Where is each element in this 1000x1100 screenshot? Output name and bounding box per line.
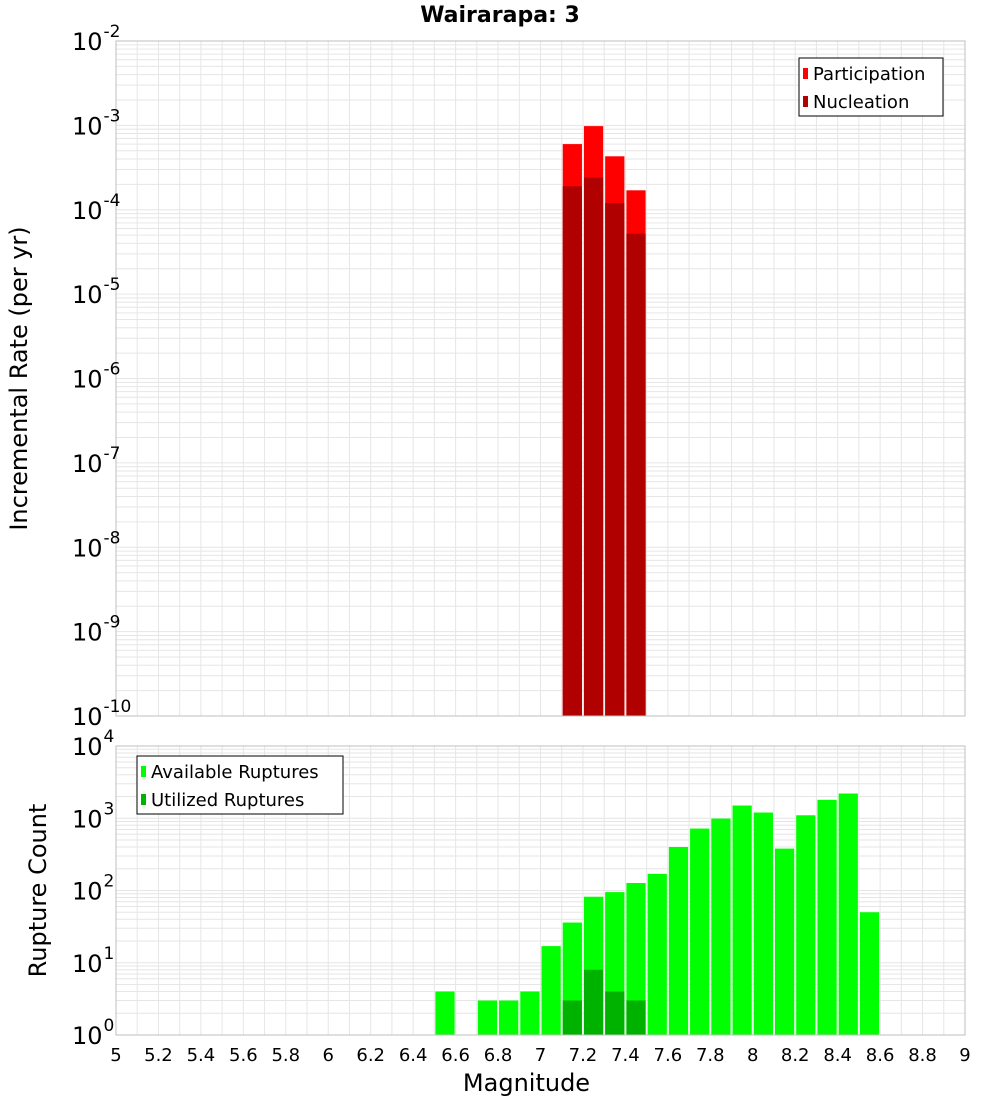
rate-panel-ytick-label: 10-10	[72, 697, 131, 731]
count-panel-ytick-label: 104	[72, 727, 114, 761]
chart-title: Wairarapa: 3	[420, 3, 580, 28]
x-tick-label: 8.2	[781, 1045, 810, 1066]
x-tick-label: 8.8	[908, 1045, 937, 1066]
rate-panel-legend-swatch	[803, 68, 808, 79]
count-panel-ytick-label: 103	[72, 799, 114, 833]
count-panel-legend-label: Available Ruptures	[151, 762, 319, 783]
rate-panel-ytick-label: 10-8	[72, 528, 121, 562]
count-panel-bar	[583, 969, 604, 1035]
count-panel-bar	[626, 1000, 646, 1035]
rate-panel-ytick-label: 10-3	[72, 106, 121, 140]
rate-panel-legend-box	[798, 57, 944, 117]
count-panel-series-0	[435, 793, 880, 1035]
x-tick-label: 6.4	[399, 1045, 428, 1066]
x-tick-label: 6.8	[484, 1045, 513, 1066]
count-panel-bar	[541, 946, 561, 1035]
count-panel-legend-label: Utilized Ruptures	[151, 790, 304, 811]
x-tick-label: 7.4	[611, 1045, 640, 1066]
count-panel-bar	[477, 1000, 498, 1035]
rate-panel-frame	[115, 40, 966, 717]
rate-panel-legend: Participation Nucleation	[798, 57, 944, 117]
rate-panel-legend-label: Participation	[813, 64, 925, 85]
count-panel-bar	[626, 883, 646, 1035]
rate-panel-ytick-label: 10-4	[72, 191, 121, 225]
count-panel-bar	[690, 828, 710, 1035]
rate-panel-ytick-label: 10-9	[72, 613, 121, 647]
rate-panel-ytick-label: 10-2	[72, 22, 121, 56]
rate-panel-grid	[115, 41, 966, 717]
count-panel-legend-box	[136, 755, 344, 815]
count-panel-frame	[115, 745, 966, 1036]
x-tick-label: 7.8	[696, 1045, 725, 1066]
count-panel-bar	[605, 991, 625, 1035]
count-panel-bar	[520, 991, 540, 1035]
rate-panel-bar	[605, 203, 625, 716]
count-panel-bar	[668, 847, 689, 1035]
count-panel-bar	[838, 793, 858, 1035]
x-tick-label: 6	[323, 1045, 334, 1066]
x-tick-label: 6.6	[441, 1045, 470, 1066]
count-panel-legend-swatch	[141, 766, 146, 777]
x-tick-label: 5.8	[271, 1045, 300, 1066]
count-panel-bar	[732, 805, 752, 1035]
x-tick-label: 5	[110, 1045, 121, 1066]
rate-panel-series-1	[562, 177, 646, 716]
count-panel-bar	[817, 799, 837, 1035]
count-panel-bar	[859, 912, 880, 1035]
count-panel-bar	[796, 815, 816, 1035]
count-panel-bar	[774, 848, 795, 1035]
count-panel-bar	[711, 818, 731, 1035]
rate-panel-ylabel: Incremental Rate (per yr)	[5, 226, 33, 530]
rate-panel-legend-swatch	[803, 96, 808, 107]
x-axis-label: Magnitude	[463, 1069, 590, 1097]
count-panel-bar	[753, 812, 773, 1035]
count-panel-ytick-label: 101	[72, 944, 114, 978]
count-panel-legend: Available Ruptures Utilized Ruptures	[136, 755, 344, 815]
count-panel-bar	[647, 873, 667, 1035]
x-tick-label: 7.2	[569, 1045, 598, 1066]
rate-panel-bar	[562, 186, 582, 716]
x-tick-label: 7	[535, 1045, 546, 1066]
rate-panel-bar	[583, 177, 604, 716]
x-tick-label: 5.4	[187, 1045, 216, 1066]
rate-panel-legend-label: Nucleation	[813, 92, 909, 113]
x-tick-label: 5.2	[144, 1045, 173, 1066]
x-tick-label: 8	[747, 1045, 758, 1066]
x-tick-label: 5.6	[229, 1045, 258, 1066]
count-panel-legend-swatch	[141, 794, 146, 805]
rate-panel-ytick-label: 10-5	[72, 275, 121, 309]
x-tick-label: 9	[959, 1045, 970, 1066]
x-tick-label: 8.4	[823, 1045, 852, 1066]
count-panel-bar	[499, 1000, 519, 1035]
count-panel-series-1	[562, 969, 646, 1035]
count-panel-ytick-label: 100	[72, 1016, 114, 1050]
rate-panel-bar	[626, 233, 646, 716]
count-panel-ytick-label: 102	[72, 872, 114, 906]
count-panel-bar	[562, 1000, 582, 1035]
rate-panel-ytick-label: 10-7	[72, 444, 121, 478]
count-panel-ylabel: Rupture Count	[24, 804, 52, 978]
x-tick-label: 7.6	[654, 1045, 683, 1066]
x-tick-label: 8.6	[866, 1045, 895, 1066]
rate-panel-ytick-label: 10-6	[72, 360, 121, 394]
count-panel-bar	[435, 991, 455, 1035]
x-tick-label: 6.2	[356, 1045, 385, 1066]
